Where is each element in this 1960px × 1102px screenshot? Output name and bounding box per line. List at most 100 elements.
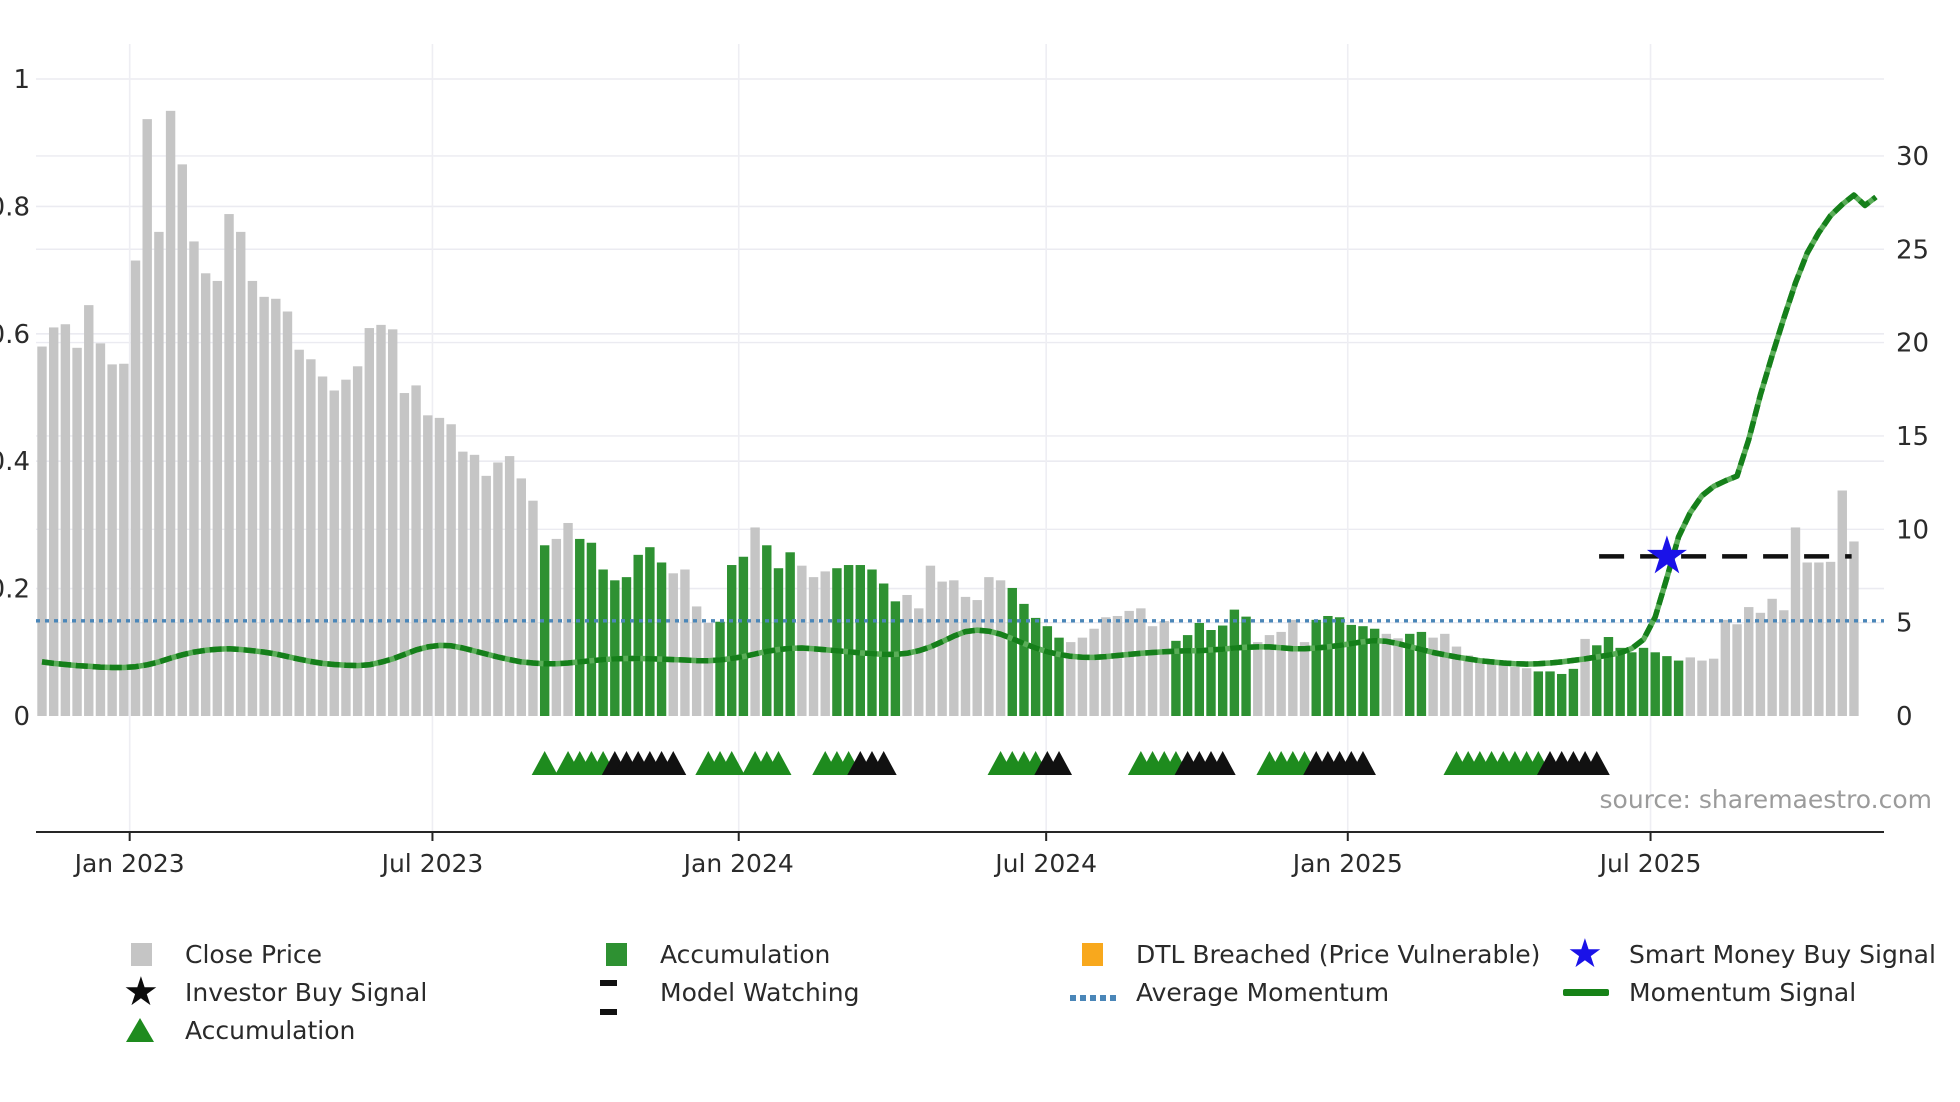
accumulation-bar xyxy=(1568,668,1579,716)
close-price-bar xyxy=(1136,608,1146,716)
close-price-bar xyxy=(516,478,526,716)
accumulation-triangle-icon xyxy=(765,751,792,775)
momentum-signal-line xyxy=(41,192,1878,671)
legend-label: Close Price xyxy=(185,939,323,969)
accumulation-bar xyxy=(645,547,655,716)
close-price-bar xyxy=(37,346,47,716)
accumulation-bar xyxy=(1217,625,1228,716)
close-price-bar xyxy=(1101,617,1111,716)
accumulation-bar xyxy=(1358,626,1368,716)
legend-item-green-triangle: Accumulation xyxy=(117,1012,355,1048)
investor-triangle-icon xyxy=(1209,751,1236,775)
close-price-bar xyxy=(1837,490,1847,716)
accumulation-bar xyxy=(1603,637,1614,716)
investor-triangle-icon xyxy=(1349,751,1376,775)
legend-label: Model Watching xyxy=(660,977,860,1007)
close-price-bar xyxy=(60,324,71,716)
accumulation-bar xyxy=(1054,637,1064,716)
close-price-bar xyxy=(680,569,690,716)
close-price-bar xyxy=(1299,642,1310,716)
legend-label: Smart Money Buy Signal xyxy=(1629,939,1936,969)
close-price-bar xyxy=(119,363,129,716)
accumulation-bar xyxy=(1311,619,1321,716)
close-price-bar xyxy=(1124,610,1134,716)
legend-label: Momentum Signal xyxy=(1629,977,1857,1007)
close-price-bar xyxy=(1486,662,1497,716)
x-axis-label: Jul 2024 xyxy=(993,849,1097,878)
close-price-bar xyxy=(1498,660,1508,716)
investor-triangle-icon xyxy=(1046,751,1073,775)
close-price-bar xyxy=(329,390,339,716)
close-price-swatch-icon xyxy=(117,942,171,966)
accumulation-bar xyxy=(1019,603,1029,716)
accumulation-bar xyxy=(1545,671,1555,716)
close-price-bar xyxy=(820,571,830,716)
close-price-bar xyxy=(949,580,959,716)
close-price-bar xyxy=(1720,619,1731,716)
close-price-bar xyxy=(1732,624,1742,716)
legend-item-blue-dots: Average Momentum xyxy=(1068,974,1389,1010)
close-price-bar xyxy=(960,596,971,716)
legend-item-green-square: Accumulation xyxy=(592,936,830,972)
close-price-bar xyxy=(317,376,328,716)
accumulation-bar xyxy=(1334,617,1345,716)
accumulation-bar xyxy=(1650,652,1660,716)
y-axis-left-label: 1 xyxy=(13,65,30,95)
accumulation-bar xyxy=(843,565,854,716)
accumulation-bar xyxy=(586,542,597,716)
close-price-bar xyxy=(352,366,363,716)
accumulation-bar xyxy=(715,621,725,716)
close-price-bar xyxy=(1510,666,1520,716)
close-price-bar xyxy=(1580,638,1590,716)
accumulation-bar xyxy=(1323,615,1333,716)
y-axis-left-label: 0.6 xyxy=(0,320,30,350)
accumulation-bar xyxy=(1638,647,1649,716)
accumulation-bar xyxy=(1673,660,1684,716)
close-price-bar xyxy=(937,581,947,716)
close-price-bar xyxy=(341,379,351,716)
accumulation-bar xyxy=(1346,624,1356,716)
close-price-bar xyxy=(1288,619,1298,716)
accumulation-bar xyxy=(890,601,901,716)
close-price-bar xyxy=(1708,658,1719,716)
momentum-line-icon xyxy=(1561,988,1615,996)
accumulation-bar xyxy=(656,562,667,716)
accumulation-bar xyxy=(1557,673,1567,716)
close-price-bar xyxy=(271,298,281,716)
accumulation-bar xyxy=(1206,630,1216,716)
close-price-bar xyxy=(504,456,515,716)
dtl-breached-swatch-icon xyxy=(1068,942,1122,966)
accumulation-bar xyxy=(1592,645,1602,716)
close-price-bar xyxy=(1802,562,1812,716)
close-price-bar xyxy=(95,343,106,716)
close-price-bar xyxy=(1381,633,1392,716)
accumulation-bar xyxy=(610,580,620,716)
y-axis-right-label: 5 xyxy=(1896,609,1913,639)
close-price-bar xyxy=(1159,621,1169,716)
close-price-bar xyxy=(1077,637,1088,716)
accumulation-bar xyxy=(1030,617,1041,716)
model-watching-dash-icon xyxy=(592,963,646,1021)
accumulation-swatch-icon xyxy=(592,942,646,966)
close-price-bar xyxy=(259,296,269,716)
close-price-bar xyxy=(1428,637,1438,716)
accumulation-bar xyxy=(727,565,737,716)
close-price-bar xyxy=(142,119,152,717)
close-price-bar xyxy=(154,231,164,716)
close-price-bar xyxy=(1440,633,1450,716)
x-axis-label: Jul 2025 xyxy=(1598,849,1702,878)
investor-triangle-icon xyxy=(870,751,897,775)
close-price-bar xyxy=(458,451,468,716)
close-price-bar xyxy=(48,327,59,716)
close-price-bar xyxy=(224,214,234,716)
investor-buy-star-icon: ★ xyxy=(123,969,159,1015)
accumulation-bar xyxy=(1405,633,1415,716)
smart-money-star-icon xyxy=(1646,535,1687,574)
accumulation-bar xyxy=(832,568,842,716)
close-price-bar xyxy=(423,415,433,716)
close-price-bar xyxy=(1685,657,1695,716)
close-price-bar xyxy=(1767,598,1777,716)
close-price-bar xyxy=(1779,610,1789,716)
close-price-bar xyxy=(1697,660,1707,716)
